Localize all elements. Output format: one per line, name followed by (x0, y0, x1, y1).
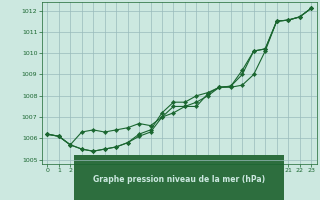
X-axis label: Graphe pression niveau de la mer (hPa): Graphe pression niveau de la mer (hPa) (93, 175, 265, 184)
